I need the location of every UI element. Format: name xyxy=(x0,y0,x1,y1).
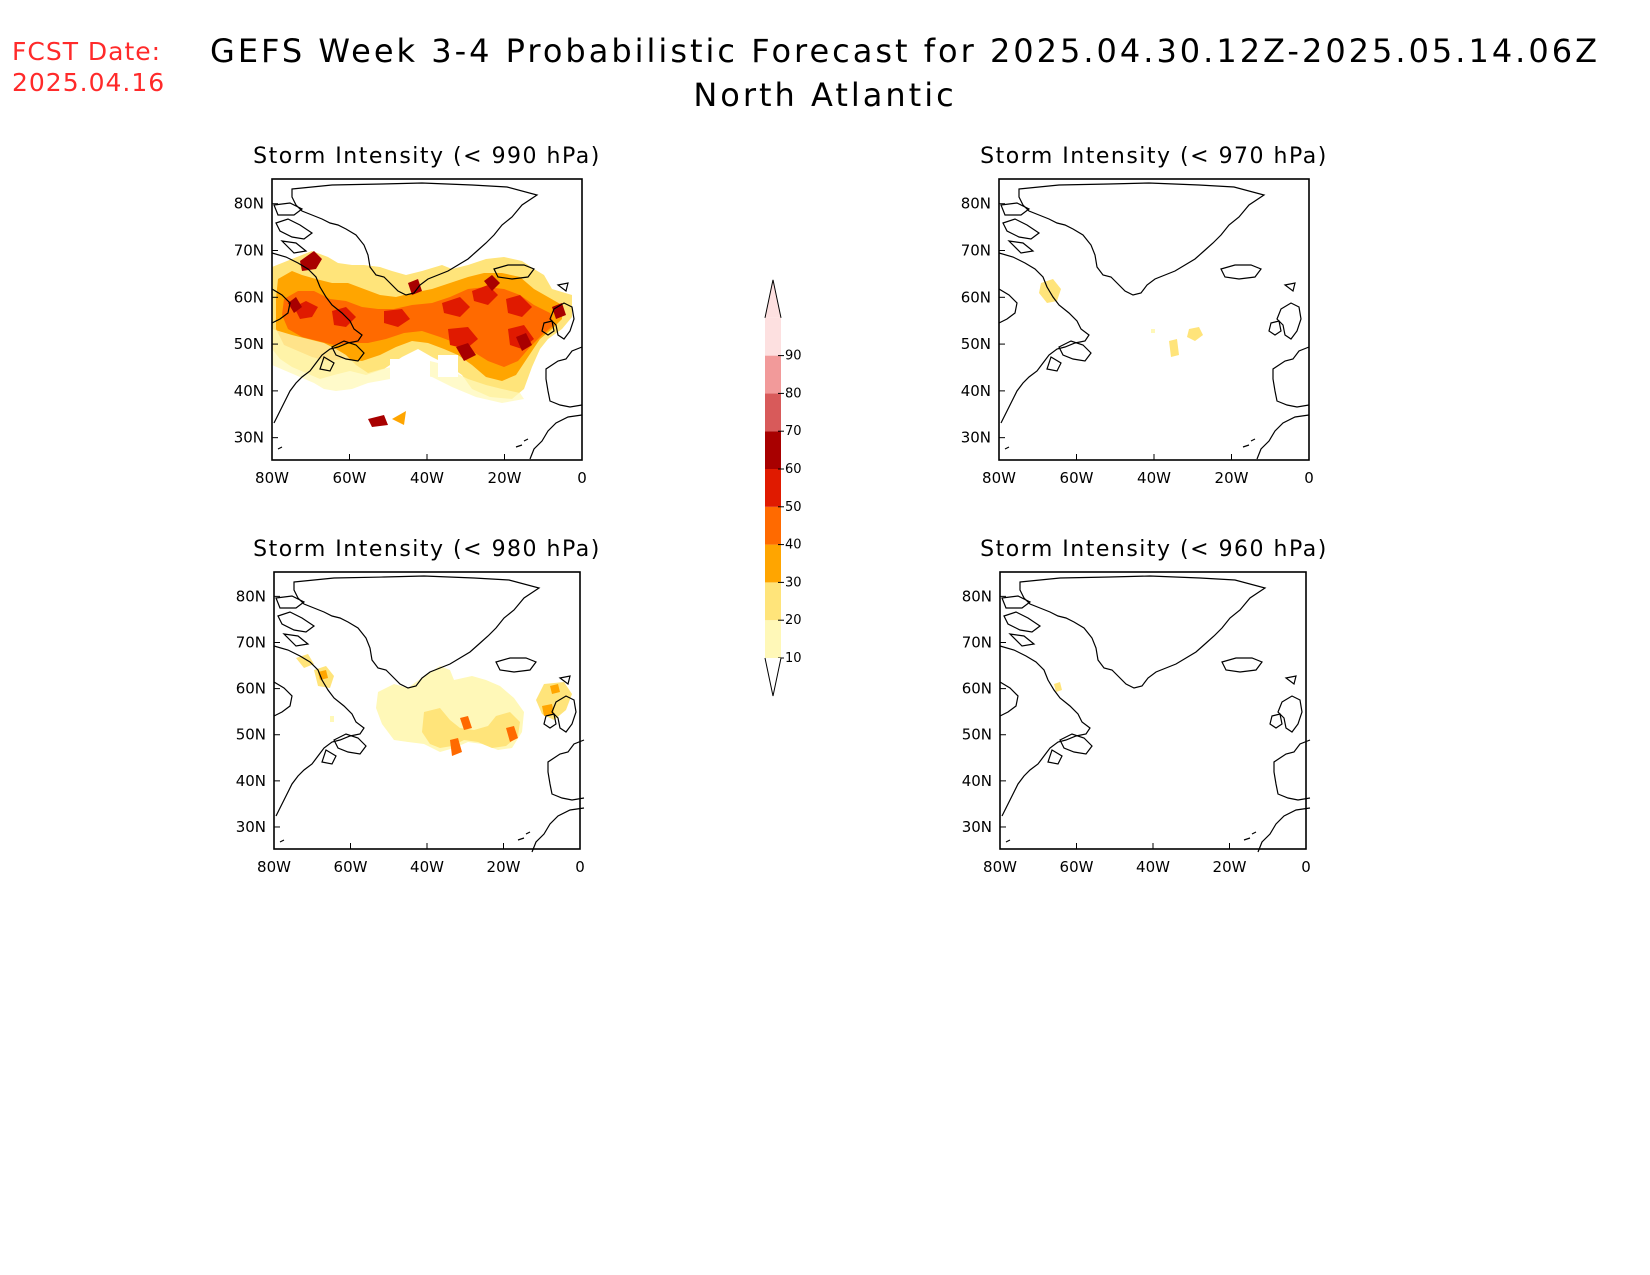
colorbar-label: 70 xyxy=(785,424,802,439)
colorbar-box xyxy=(765,582,781,621)
forecast-date-label: FCST Date: xyxy=(12,37,162,66)
colorbar-box xyxy=(765,469,781,507)
lon-tick-label: 20W xyxy=(1213,858,1247,876)
axis-ticks-970: 80W 60W 40W 20W 0 80N 70N 60N 50N 40N 30N xyxy=(961,195,1314,487)
colorbar-box xyxy=(765,506,781,545)
panel-980: Storm Intensity (< 980 hPa) 80W 60W 40W 20W… xyxy=(236,537,601,876)
lon-tick-label: 20W xyxy=(487,858,521,876)
lon-tick-label: 20W xyxy=(488,469,522,487)
lat-tick-label: 40N xyxy=(961,382,991,400)
lon-tick-label: 60W xyxy=(1060,858,1094,876)
page-title: GEFS Week 3-4 Probabilistic Forecast for… xyxy=(210,32,1600,70)
plot-frame-960 xyxy=(999,571,1307,850)
lat-tick-label: 50N xyxy=(236,726,266,744)
forecast-date-value: 2025.04.16 xyxy=(12,68,166,97)
panel-990: Storm Intensity (< 990 hPa) 80W 60W 40W 20W… xyxy=(234,144,601,487)
lat-tick-label: 40N xyxy=(236,772,266,790)
colorbar-label: 30 xyxy=(785,575,802,590)
lat-tick-label: 50N xyxy=(234,335,264,353)
colorbar-end-low xyxy=(764,657,782,697)
lat-tick-label: 70N xyxy=(234,242,264,260)
lat-tick-label: 80N xyxy=(234,195,264,213)
page-title-block: GEFS Week 3-4 Probabilistic Forecast for… xyxy=(0,32,1650,114)
lat-tick-label: 80N xyxy=(236,587,266,605)
lat-tick-label: 50N xyxy=(962,726,992,744)
colorbar-label: 50 xyxy=(785,500,802,515)
panel-960: Storm Intensity (< 960 hPa) 80W 60W 40W 20W… xyxy=(962,537,1328,876)
lat-tick-label: 70N xyxy=(962,633,992,651)
panel-title-960: Storm Intensity (< 960 hPa) xyxy=(980,537,1328,562)
coastline-970 xyxy=(998,182,1310,460)
lat-tick-label: 30N xyxy=(961,429,991,447)
lon-tick-label: 40W xyxy=(410,469,444,487)
colorbar-box xyxy=(765,393,781,432)
axis-ticks-990: 80W 60W 40W 20W 0 80N 70N 60N 50N 40N 30N xyxy=(234,195,587,487)
lon-tick-label: 80W xyxy=(257,858,291,876)
lon-tick-label: 40W xyxy=(1136,858,1170,876)
lat-tick-label: 50N xyxy=(961,335,991,353)
lat-tick-label: 60N xyxy=(236,680,266,698)
lon-tick-label: 80W xyxy=(255,469,289,487)
lat-tick-label: 70N xyxy=(961,242,991,260)
plot-frame-970 xyxy=(998,178,1310,461)
axis-ticks-960: 80W 60W 40W 20W 0 80N 70N 60N 50N 40N 30N xyxy=(962,587,1311,876)
lon-tick-label: 40W xyxy=(410,858,444,876)
lon-tick-label: 0 xyxy=(1304,469,1314,487)
colorbar-box xyxy=(765,317,781,356)
lon-tick-label: 20W xyxy=(1215,469,1249,487)
colorbar-label: 40 xyxy=(785,538,802,553)
lon-tick-label: 80W xyxy=(982,469,1016,487)
lat-tick-label: 40N xyxy=(234,382,264,400)
page-subtitle: North Atlantic xyxy=(693,76,957,114)
panel-title-980: Storm Intensity (< 980 hPa) xyxy=(253,537,601,562)
lon-tick-label: 60W xyxy=(334,858,368,876)
lat-tick-label: 40N xyxy=(962,772,992,790)
lat-tick-label: 70N xyxy=(236,633,266,651)
lat-tick-label: 30N xyxy=(234,429,264,447)
forecast-date-block: FCST Date: 2025.04.16 xyxy=(12,36,165,98)
lat-tick-label: 30N xyxy=(962,818,992,836)
lat-tick-label: 60N xyxy=(962,680,992,698)
colorbar: 10 20 30 40 50 60 70 80 90 xyxy=(764,279,802,697)
lon-tick-label: 80W xyxy=(983,858,1017,876)
axis-ticks-980: 80W 60W 40W 20W 0 80N 70N 60N 50N 40N 30N xyxy=(236,587,585,876)
coastline-960 xyxy=(999,575,1311,853)
colorbar-box xyxy=(765,355,781,394)
probability-shading-990 xyxy=(272,251,572,427)
colorbar-label: 80 xyxy=(785,386,802,401)
lon-tick-label: 0 xyxy=(575,858,585,876)
colorbar-box xyxy=(765,431,781,469)
probability-shading-960 xyxy=(1054,682,1062,692)
lon-tick-label: 40W xyxy=(1137,469,1171,487)
panel-title-970: Storm Intensity (< 970 hPa) xyxy=(980,144,1328,169)
lat-tick-label: 30N xyxy=(236,818,266,836)
lat-tick-label: 80N xyxy=(962,587,992,605)
probability-shading-980 xyxy=(296,654,572,756)
colorbar-box xyxy=(765,620,781,658)
panel-title-990: Storm Intensity (< 990 hPa) xyxy=(253,144,601,169)
colorbar-label: 90 xyxy=(785,349,802,364)
colorbar-box xyxy=(765,544,781,583)
lon-tick-label: 60W xyxy=(1060,469,1094,487)
colorbar-label: 20 xyxy=(785,613,802,628)
panel-970: Storm Intensity (< 970 hPa) 80W 60W 40W 20W… xyxy=(961,144,1328,487)
colorbar-label: 10 xyxy=(785,651,802,666)
lon-tick-label: 60W xyxy=(333,469,367,487)
lat-tick-label: 60N xyxy=(961,288,991,306)
lon-tick-label: 0 xyxy=(1301,858,1311,876)
lat-tick-label: 60N xyxy=(234,288,264,306)
colorbar-end-high xyxy=(764,279,782,318)
colorbar-label: 60 xyxy=(785,462,802,477)
lon-tick-label: 0 xyxy=(577,469,587,487)
lat-tick-label: 80N xyxy=(961,195,991,213)
